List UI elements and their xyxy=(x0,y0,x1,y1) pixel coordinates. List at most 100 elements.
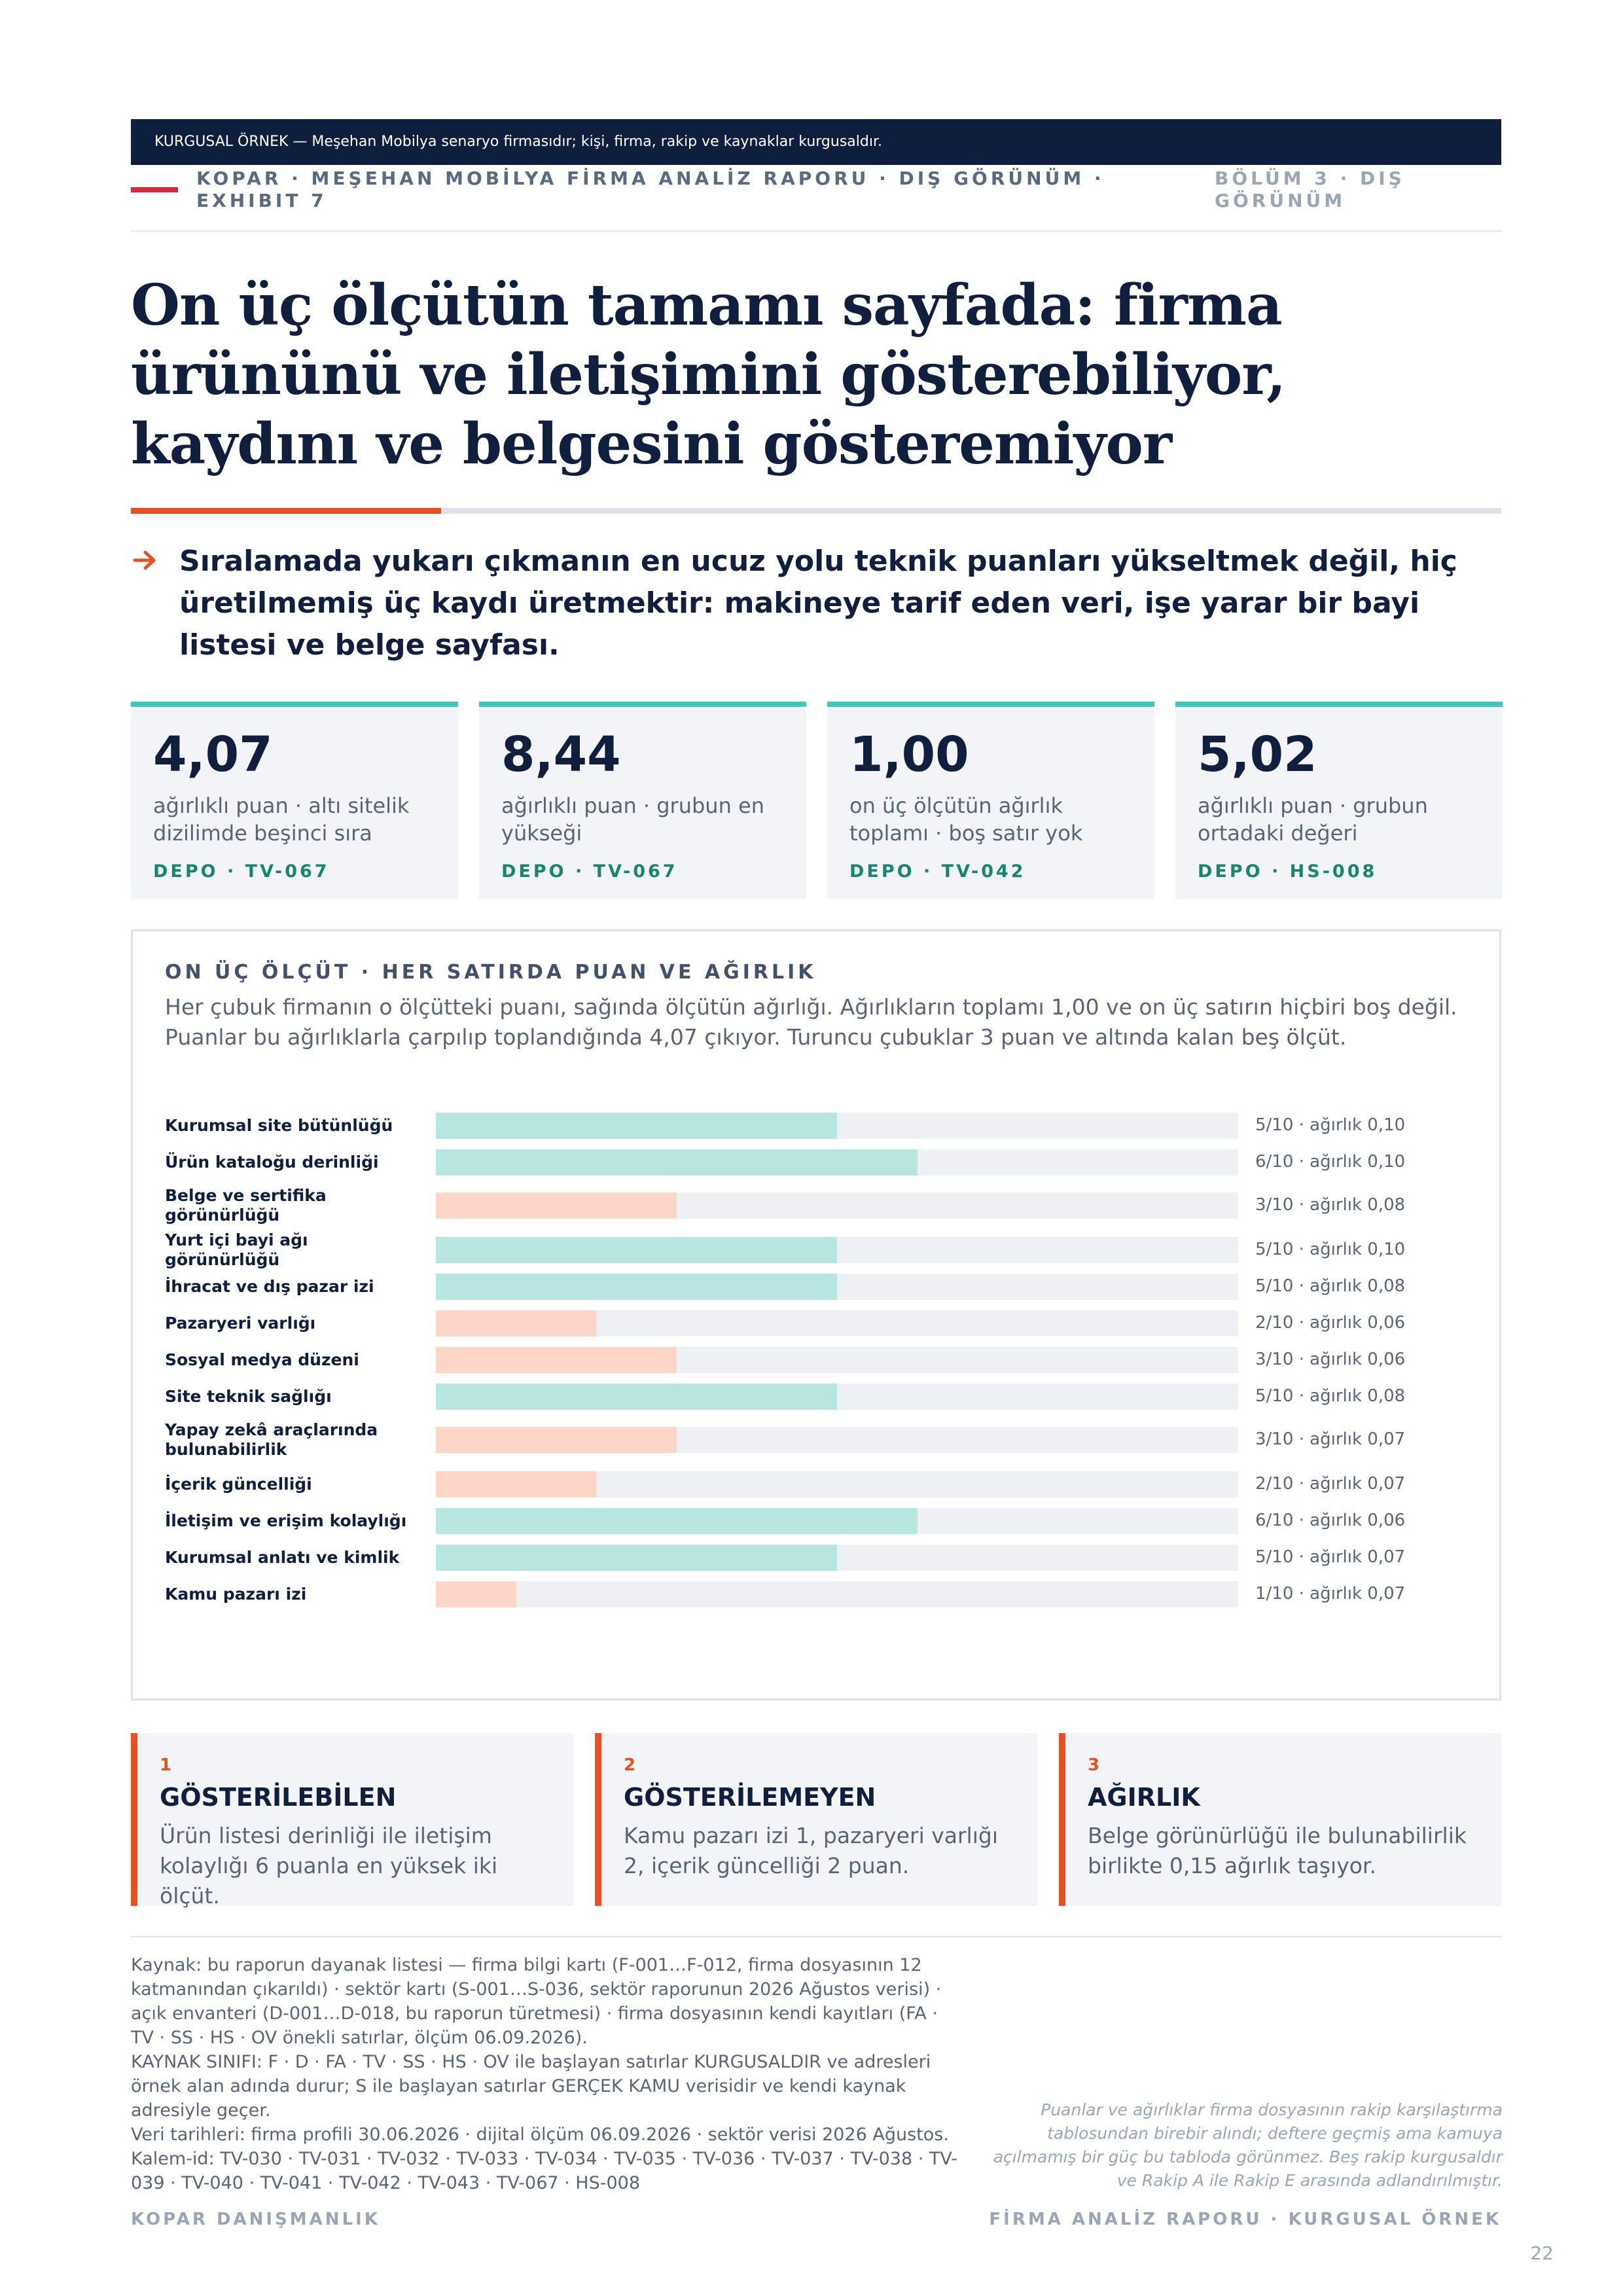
bar xyxy=(436,1545,837,1571)
bar-track xyxy=(436,1310,1238,1336)
bar xyxy=(436,1193,677,1219)
bar-category-label: Site teknik sağlığı xyxy=(165,1387,332,1406)
bar-track xyxy=(436,1274,1238,1300)
bar-value-label: 5/10 · ağırlık 0,10 xyxy=(1255,1115,1406,1135)
bar-value-label: 3/10 · ağırlık 0,07 xyxy=(1255,1429,1406,1449)
bar xyxy=(436,1508,918,1534)
bar-value-label: 5/10 · ağırlık 0,08 xyxy=(1255,1276,1406,1296)
source-class-line: KAYNAK SINIFI: F · D · FA · TV · SS · HS… xyxy=(131,2052,931,2121)
arrow-right-icon xyxy=(133,550,156,570)
stat-label: ağırlıklı puan · grubun en yükseği xyxy=(501,793,764,846)
item-ids-line: Kalem-id: TV-030 · TV-031 · TV-032 · TV-… xyxy=(131,2149,958,2193)
bar-category-label: Sosyal medya düzeni xyxy=(165,1350,359,1369)
bar-track xyxy=(436,1471,1238,1498)
bar-value-label: 5/10 · ağırlık 0,10 xyxy=(1255,1240,1406,1259)
bar-track xyxy=(436,1427,1238,1453)
section-label: BÖLÜM 3 · DIŞ GÖRÜNÜM xyxy=(1215,168,1405,211)
bar-value-label: 1/10 · ağırlık 0,07 xyxy=(1255,1584,1406,1604)
sources-block: Kaynak: bu raporun dayanak listesi — fir… xyxy=(131,1953,962,2195)
callout-box: 2 GÖSTERİLEMEYEN Kamu pazarı izi 1, paza… xyxy=(595,1733,1037,1906)
bar-category-label: Yurt içi bayi ağı görünürlüğü xyxy=(165,1230,308,1269)
bar-value-label: 3/10 · ağırlık 0,08 xyxy=(1255,1195,1406,1215)
bar-category-label: İhracat ve dış pazar izi xyxy=(165,1277,374,1296)
bar-category-label: Ürün kataloğu derinliği xyxy=(165,1153,379,1172)
bar-track xyxy=(436,1508,1238,1534)
stat-card: 5,02 ağırlıklı puan · grubun ortadaki de… xyxy=(1175,702,1503,899)
title-rule-accent xyxy=(131,508,441,514)
callout-box: 1 GÖSTERİLEBİLEN Ürün listesi derinliği … xyxy=(131,1733,573,1909)
bar-track xyxy=(436,1384,1238,1410)
callout-number: 2 xyxy=(624,1755,636,1775)
bar-track xyxy=(436,1581,1238,1607)
stat-card: 8,44 ağırlıklı puan · grubun en yükseği … xyxy=(479,702,806,899)
bar-value-label: 5/10 · ağırlık 0,08 xyxy=(1255,1386,1406,1406)
header-divider xyxy=(131,230,1501,232)
bar-category-label: Kurumsal site bütünlüğü xyxy=(165,1116,393,1135)
bar xyxy=(436,1237,837,1263)
callout-number: 1 xyxy=(160,1755,172,1775)
bar-value-label: 2/10 · ağırlık 0,06 xyxy=(1255,1313,1406,1333)
bar-category-label: İçerik güncelliği xyxy=(165,1475,312,1494)
callout-heading: GÖSTERİLEBİLEN xyxy=(160,1783,397,1812)
footer-left: KOPAR DANIŞMANLIK xyxy=(131,2210,380,2229)
stat-ref: DEPO · TV-042 xyxy=(849,861,1026,882)
bar xyxy=(436,1581,516,1607)
bar-category-label: İletişim ve erişim kolaylığı xyxy=(165,1511,407,1530)
bar xyxy=(436,1471,597,1498)
bar xyxy=(436,1427,677,1453)
callout-text: Belge görünürlüğü ile bulunabilirlik bir… xyxy=(1088,1823,1467,1878)
source-line: Kaynak: bu raporun dayanak listesi — fir… xyxy=(131,1955,942,2048)
bar-value-label: 6/10 · ağırlık 0,06 xyxy=(1255,1511,1406,1530)
fiction-banner: KURGUSAL ÖRNEK — Meşehan Mobilya senaryo… xyxy=(131,119,1501,165)
stat-label: ağırlıklı puan · altı sitelik dizilimde … xyxy=(153,793,410,846)
stat-value: 1,00 xyxy=(849,726,969,783)
bar-track xyxy=(436,1149,1238,1175)
bar-track xyxy=(436,1113,1238,1139)
bar xyxy=(436,1310,597,1336)
running-head-marker xyxy=(131,187,178,192)
bar-value-label: 3/10 · ağırlık 0,06 xyxy=(1255,1350,1406,1369)
stat-value: 4,07 xyxy=(153,726,273,783)
bar xyxy=(436,1149,918,1175)
bar xyxy=(436,1347,677,1373)
chart-description: Her çubuk firmanın o ölçütteki puanı, sa… xyxy=(165,994,1457,1050)
stat-ref: DEPO · HS-008 xyxy=(1198,861,1378,882)
bar-track xyxy=(436,1237,1238,1263)
bar-category-label: Belge ve sertifika görünürlüğü xyxy=(165,1186,327,1225)
callout-text: Kamu pazarı izi 1, pazaryeri varlığı 2, … xyxy=(624,1823,999,1878)
chart-kicker: ON ÜÇ ÖLÇÜT · HER SATIRDA PUAN VE AĞIRLI… xyxy=(165,961,817,984)
stat-label: ağırlıklı puan · grubun ortadaki değeri xyxy=(1198,793,1428,846)
footer-right: FİRMA ANALİZ RAPORU · KURGUSAL ÖRNEK xyxy=(989,2210,1501,2229)
bar-value-label: 2/10 · ağırlık 0,07 xyxy=(1255,1474,1406,1494)
bar-track xyxy=(436,1193,1238,1219)
sources-divider xyxy=(131,1936,1501,1937)
callout-heading: AĞIRLIK xyxy=(1088,1783,1200,1812)
running-head: KOPAR · MEŞEHAN MOBİLYA FİRMA ANALİZ RAP… xyxy=(196,168,1105,211)
page-number: 22 xyxy=(1530,2242,1554,2264)
callout-text: Ürün listesi derinliği ile iletişim kola… xyxy=(160,1823,498,1909)
bar-category-label: Pazaryeri varlığı xyxy=(165,1314,316,1333)
bar xyxy=(436,1274,837,1300)
stat-value: 8,44 xyxy=(501,726,621,783)
bar xyxy=(436,1113,837,1139)
bar xyxy=(436,1384,837,1410)
data-dates-line: Veri tarihleri: firma profili 30.06.2026… xyxy=(131,2125,949,2145)
bar-track xyxy=(436,1545,1238,1571)
bar-category-label: Yapay zekâ araçlarında bulunabilirlik xyxy=(165,1420,378,1459)
callout-heading: GÖSTERİLEMEYEN xyxy=(624,1783,876,1812)
bar-value-label: 6/10 · ağırlık 0,10 xyxy=(1255,1152,1406,1172)
stat-label: on üç ölçütün ağırlık toplamı · boş satı… xyxy=(849,793,1083,846)
bar-track xyxy=(436,1347,1238,1373)
title-rule xyxy=(131,508,1501,514)
bar-value-label: 5/10 · ağırlık 0,07 xyxy=(1255,1547,1406,1567)
stat-card: 4,07 ağırlıklı puan · altı sitelik dizil… xyxy=(131,702,458,899)
stat-ref: DEPO · TV-067 xyxy=(153,861,330,882)
callout-number: 3 xyxy=(1088,1755,1100,1775)
lead-text: Sıralamada yukarı çıkmanın en ucuz yolu … xyxy=(179,545,1457,662)
method-note: Puanlar ve ağırlıklar firma dosyasının r… xyxy=(993,2100,1503,2190)
bar-category-label: Kamu pazarı izi xyxy=(165,1585,307,1604)
callout-box: 3 AĞIRLIK Belge görünürlüğü ile bulunabi… xyxy=(1059,1733,1501,1906)
page-title: On üç ölçütün tamamı sayfada: firma ürün… xyxy=(131,272,1286,477)
bar-category-label: Kurumsal anlatı ve kimlik xyxy=(165,1548,400,1567)
stat-value: 5,02 xyxy=(1198,726,1317,783)
